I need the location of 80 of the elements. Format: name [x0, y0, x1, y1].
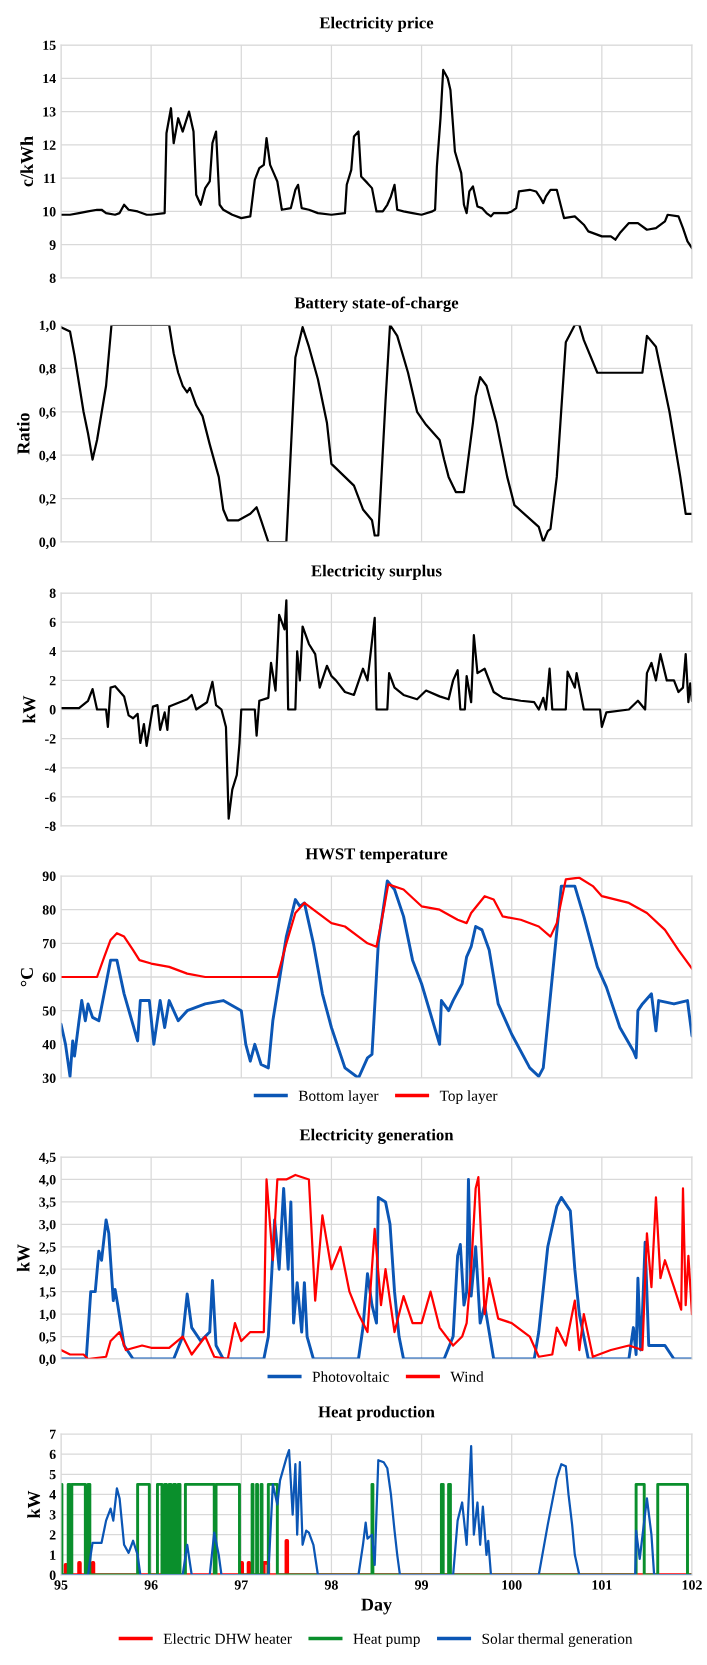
legend-label: Top layer [439, 1090, 498, 1105]
chart-title: Electricity generation [299, 1128, 454, 1145]
chart-title: Heat production [318, 1405, 435, 1421]
chart-title: Battery state-of-charge [294, 296, 459, 313]
y-tick-label: 4 [49, 646, 56, 657]
y-tick-label: 90 [42, 871, 56, 881]
y-axis-title: kW [16, 1244, 30, 1272]
y-tick-label: 30 [42, 1073, 56, 1083]
x-tick-label: 98 [324, 1580, 338, 1590]
y-tick-label: 2,5 [39, 1242, 56, 1254]
y-tick-label: -6 [45, 792, 56, 802]
x-tick-label: 96 [144, 1580, 158, 1590]
legend-label: Solar thermal generation [482, 1633, 633, 1648]
y-tick-label: 0,4 [39, 450, 56, 463]
y-tick-label: 1,0 [39, 1309, 56, 1322]
chart-title: HWST temperature [305, 848, 448, 863]
line-series [61, 325, 692, 542]
y-axis-title: Ratio [16, 413, 30, 455]
legend-label: Wind [450, 1371, 484, 1383]
y-tick-label: 0,0 [39, 537, 56, 549]
legend-label: Heat pump [353, 1633, 420, 1648]
y-tick-label: 2,0 [39, 1264, 56, 1277]
y-tick-label: 11 [44, 173, 56, 183]
y-tick-label: 2 [49, 1530, 56, 1540]
y-axis-title: °C [20, 968, 34, 987]
line-series [61, 68, 692, 250]
y-tick-label: 6 [49, 1449, 56, 1460]
y-tick-label: 0,5 [39, 1332, 56, 1344]
y-tick-label: 8 [49, 273, 56, 283]
x-tick-label: 102 [682, 1580, 702, 1590]
x-tick-label: 95 [54, 1580, 68, 1590]
y-tick-label: 15 [43, 40, 56, 50]
y-tick-label: 1,5 [39, 1287, 56, 1299]
y-tick-label: 14 [43, 73, 56, 84]
y-tick-label: 70 [43, 938, 56, 949]
chart-title: Electricity price [319, 16, 434, 32]
y-tick-label: 4,0 [38, 1175, 56, 1187]
y-axis-title: kW [27, 1490, 41, 1519]
x-tick-label: 99 [415, 1580, 429, 1590]
y-tick-label: 3,0 [39, 1219, 56, 1232]
y-tick-label: -2 [45, 734, 56, 744]
y-tick-label: 0 [49, 705, 56, 715]
y-tick-label: 3,5 [39, 1197, 56, 1209]
line-series [61, 879, 692, 1078]
y-tick-label: 5 [49, 1470, 56, 1480]
y-axis-title: c/kWh [20, 136, 34, 187]
y-tick-label: 80 [42, 905, 56, 915]
y-tick-label: 10 [43, 207, 56, 217]
y-tick-label: 6 [49, 617, 56, 628]
y-tick-label: 40 [42, 1039, 56, 1050]
legend-label: Photovoltaic [312, 1371, 389, 1382]
y-tick-label: 60 [42, 972, 56, 982]
y-axis-title: kW [22, 695, 36, 724]
legend-label: Bottom layer [298, 1090, 379, 1105]
y-tick-label: -4 [45, 763, 56, 773]
x-axis-title: Day [361, 1598, 392, 1615]
y-tick-label: 0,6 [39, 407, 56, 419]
y-tick-label: 0 [49, 1570, 56, 1580]
y-tick-label: 7 [49, 1429, 56, 1439]
y-tick-label: 2 [49, 676, 56, 686]
y-tick-label: -8 [45, 821, 56, 831]
legend-label: Electric DHW heater [163, 1633, 292, 1645]
y-tick-label: 0,0 [39, 1354, 56, 1366]
y-tick-label: 50 [42, 1006, 56, 1016]
x-tick-label: 97 [234, 1580, 248, 1590]
y-tick-label: 8 [49, 588, 56, 598]
x-tick-label: 100 [502, 1580, 522, 1590]
y-tick-label: 3 [49, 1510, 56, 1520]
y-tick-label: 1,0 [39, 320, 56, 332]
y-tick-label: 1 [50, 1550, 56, 1560]
chart-title: Electricity surplus [311, 564, 442, 580]
x-tick-label: 101 [592, 1580, 612, 1590]
y-tick-label: 0,8 [39, 363, 56, 376]
y-tick-label: 12 [43, 140, 56, 150]
y-tick-label: 4,5 [38, 1152, 56, 1164]
y-tick-label: 9 [49, 240, 56, 250]
y-tick-label: 0,2 [39, 494, 56, 506]
line-series [61, 599, 692, 820]
y-tick-label: 13 [43, 107, 56, 117]
y-tick-label: 4 [49, 1490, 56, 1500]
